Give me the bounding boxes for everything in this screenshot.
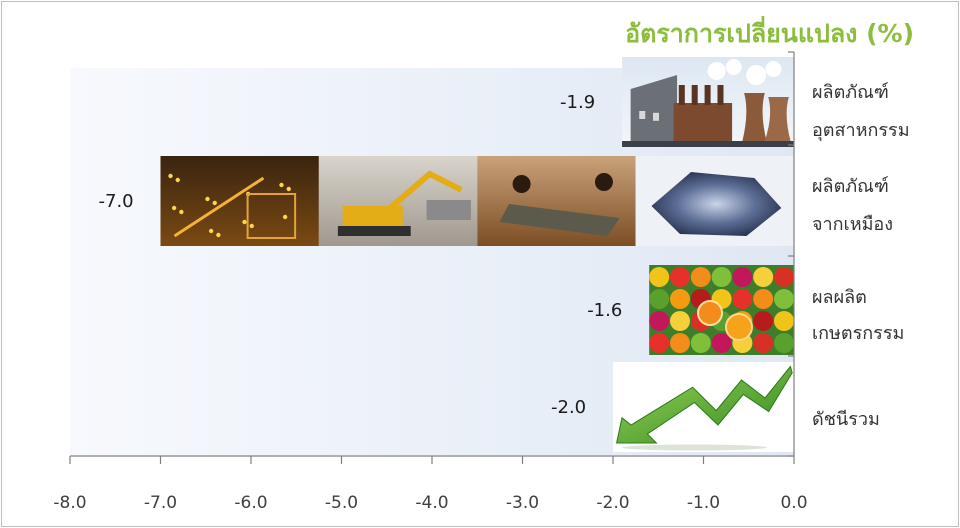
x-tick-label: -6.0 xyxy=(234,493,267,513)
category-label: อุตสาหกรรม xyxy=(812,120,910,141)
data-label: -7.0 xyxy=(99,191,134,212)
x-tick-label: -8.0 xyxy=(53,493,86,513)
chart-title: อัตราการเปลี่ยนแปลง (%) xyxy=(625,19,914,48)
bar-3 xyxy=(649,265,794,355)
category-label: ดัชนีรวม xyxy=(812,409,880,430)
data-label: -2.0 xyxy=(551,397,586,418)
category-label: จากเหมือง xyxy=(812,214,893,235)
x-tick-label: -2.0 xyxy=(596,493,629,513)
x-tick-label: 0.0 xyxy=(780,493,807,513)
x-tick-label: -7.0 xyxy=(144,493,177,513)
category-label: ผลิตภัณฑ์ xyxy=(812,176,889,197)
category-label: ผลผลิต xyxy=(812,287,867,308)
x-tick-label: -3.0 xyxy=(506,493,539,513)
category-label: ผลิตภัณฑ์ xyxy=(812,82,889,103)
data-label: -1.6 xyxy=(587,300,622,321)
x-tick-label: -5.0 xyxy=(325,493,358,513)
x-tick-label: -1.0 xyxy=(687,493,720,513)
bar-2 xyxy=(160,156,794,246)
bar-1 xyxy=(622,57,794,147)
data-label: -1.9 xyxy=(560,92,595,113)
category-label: เกษตรกรรม xyxy=(812,323,904,344)
x-tick-label: -4.0 xyxy=(415,493,448,513)
bar-4 xyxy=(613,362,794,452)
